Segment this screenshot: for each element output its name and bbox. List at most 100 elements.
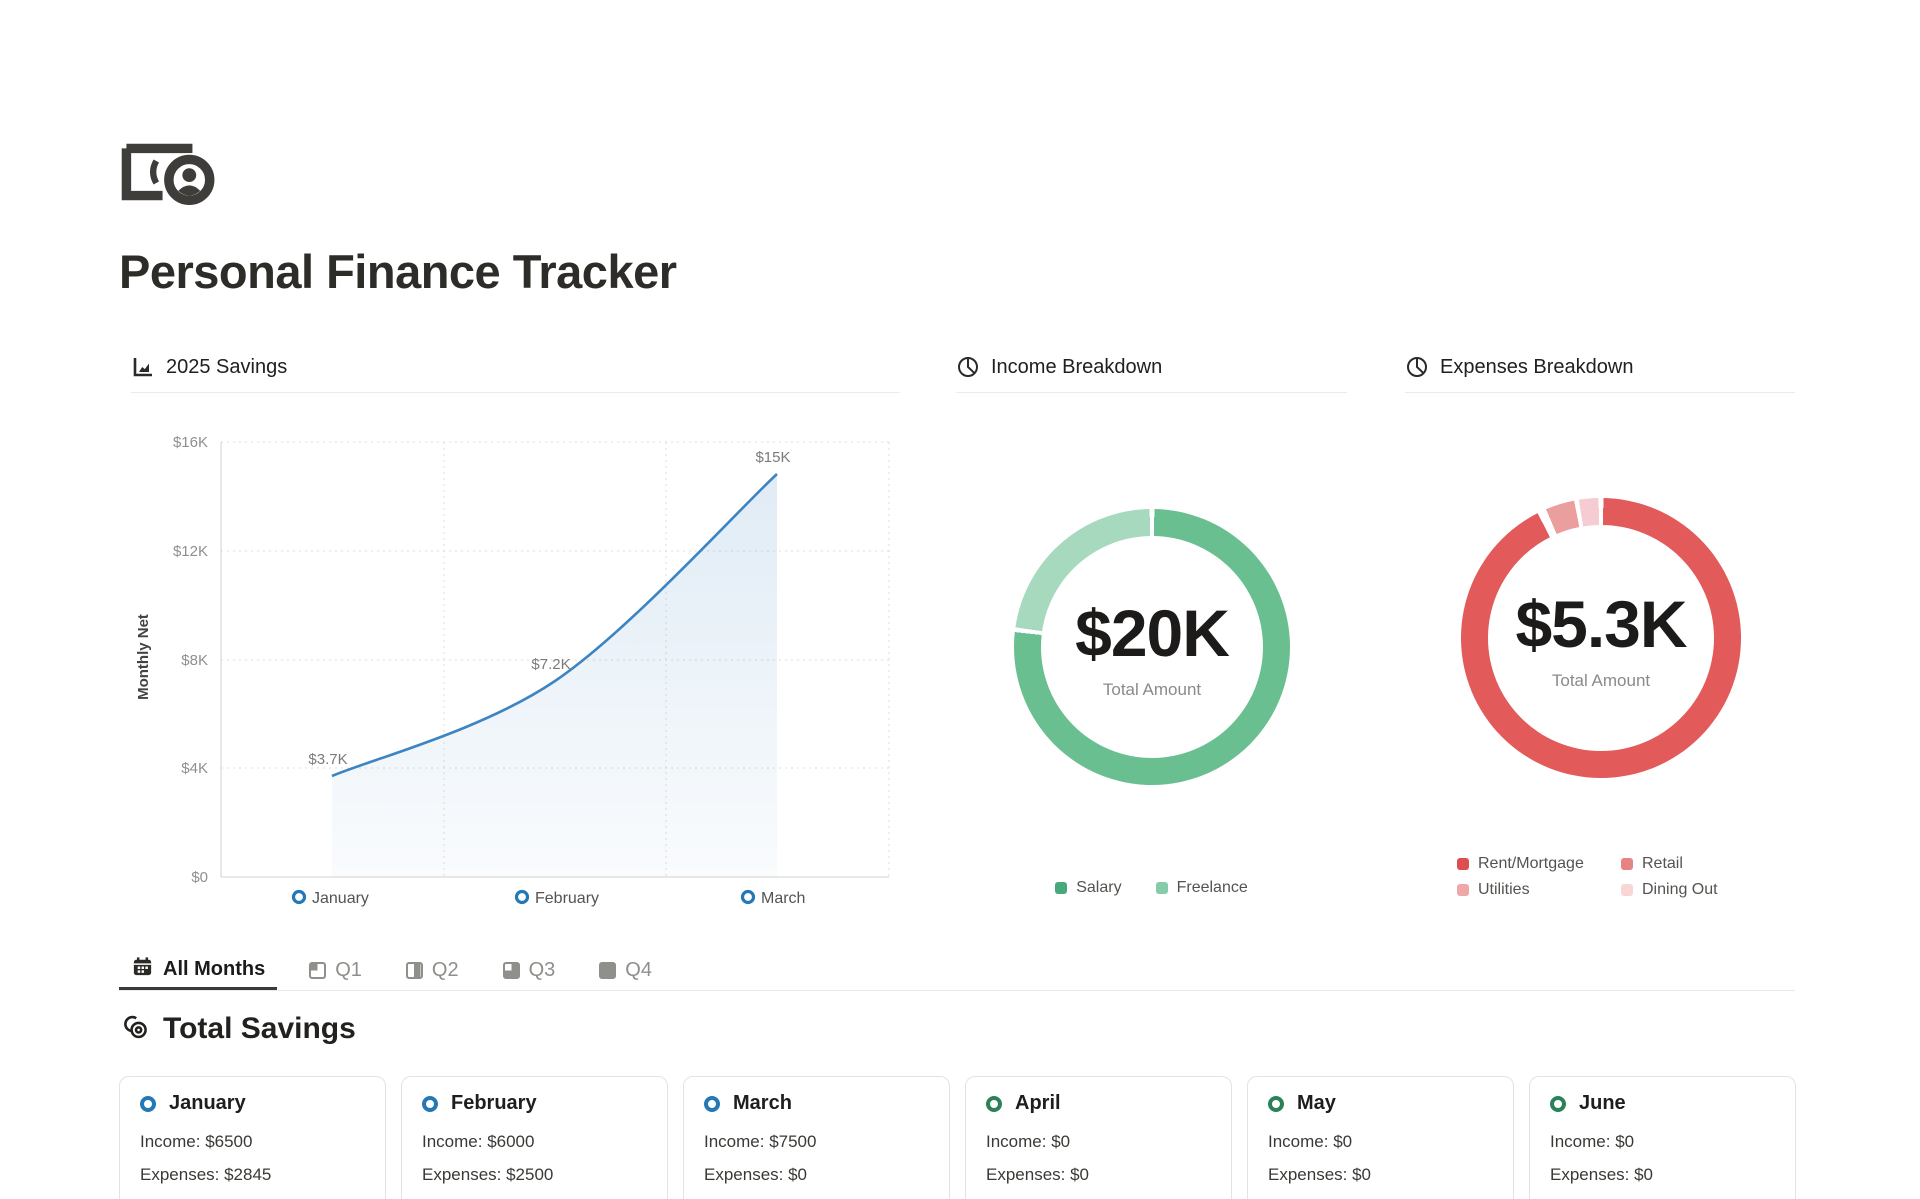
savings-panel: 2025 Savings $16K $12K $8K $4K $0 Monthl…: [131, 355, 900, 955]
section-title: Total Savings: [163, 1012, 356, 1045]
month-dot-icon: [422, 1095, 438, 1112]
month-dot-icon: [986, 1095, 1002, 1112]
card-expenses: Expenses: $2845: [140, 1165, 272, 1184]
legend-item-salary[interactable]: Salary: [1055, 879, 1122, 897]
x-axis-label: February: [535, 890, 599, 907]
point-label: $15K: [755, 449, 790, 466]
card-income: Income: $0: [986, 1132, 1071, 1151]
freelance-swatch-icon: [1155, 882, 1168, 894]
card-header: June: [1550, 1092, 1775, 1115]
y-axis-tick: $8K: [181, 652, 208, 669]
card-expenses: Expenses: $2500: [422, 1165, 554, 1184]
card-expenses: Expenses: $0: [704, 1165, 808, 1184]
month-dot-icon: [1550, 1095, 1566, 1112]
expenses-total-value: $5.3K: [1515, 586, 1687, 661]
point-marker-icon: [514, 889, 530, 905]
calendar-icon: [131, 955, 154, 984]
point-marker-icon: [740, 889, 756, 905]
x-axis-label: March: [761, 890, 805, 907]
panel-title: Expenses Breakdown: [1440, 355, 1634, 378]
card-month: May: [1297, 1092, 1336, 1114]
pie-chart-icon: [1405, 355, 1429, 379]
month-card-april[interactable]: April Income: $0 Expenses: $0 Net: $0: [965, 1076, 1232, 1199]
rent-swatch-icon: [1457, 858, 1469, 870]
month-card-march[interactable]: March Income: $7500 Expenses: $0 Net: $7…: [683, 1076, 950, 1199]
month-cards: January Income: $6500 Expenses: $2845 Ne…: [119, 1076, 1796, 1199]
savings-line-chart: $16K $12K $8K $4K $0 Monthly Net $3.7K $…: [135, 434, 890, 907]
retail-swatch-icon: [1621, 858, 1633, 870]
tab-label: Q1: [335, 959, 362, 981]
income-total-label: Total Amount: [1102, 679, 1202, 699]
legend-label: Retail: [1642, 855, 1683, 872]
tab-label: Q4: [625, 959, 652, 981]
page-title: Personal Finance Tracker: [119, 245, 677, 298]
income-panel-header: Income Breakdown: [956, 355, 1347, 393]
legend-label: Dining Out: [1642, 881, 1718, 898]
month-card-may[interactable]: May Income: $0 Expenses: $0 Net: $0: [1247, 1076, 1514, 1199]
tab-q1[interactable]: Q1: [297, 951, 374, 990]
expenses-legend: Rent/Mortgage Retail Utilities Dining Ou…: [1457, 855, 1718, 899]
point-label: $3.7K: [308, 751, 347, 768]
tab-label: All Months: [163, 957, 266, 980]
area-chart-icon: [131, 355, 155, 379]
card-month: June: [1579, 1092, 1626, 1114]
y-axis-tick: $4K: [181, 760, 208, 777]
card-month: March: [733, 1092, 792, 1114]
card-month: April: [1015, 1092, 1061, 1114]
dining-out-swatch-icon: [1621, 884, 1633, 896]
banknote-coin-icon: [121, 139, 223, 207]
tab-q4[interactable]: Q4: [587, 951, 664, 990]
month-card-february[interactable]: February Income: $6000 Expenses: $2500 N…: [401, 1076, 668, 1199]
card-header: January: [140, 1092, 365, 1115]
area-fill: [332, 474, 777, 877]
tab-q2[interactable]: Q2: [394, 951, 471, 990]
x-axis-label: January: [312, 890, 369, 907]
legend-label: Utilities: [1478, 881, 1530, 898]
income-total-value: $20K: [1075, 595, 1230, 670]
card-income: Income: $7500: [704, 1132, 817, 1151]
card-expenses: Expenses: $0: [1268, 1165, 1372, 1184]
legend-item-rent[interactable]: Rent/Mortgage: [1457, 855, 1621, 873]
income-panel: Income Breakdown $20K Total Amount Salar…: [956, 355, 1347, 955]
quarter-4-icon: [599, 962, 617, 979]
legend-label: Freelance: [1176, 879, 1248, 896]
savings-panel-header: 2025 Savings: [131, 355, 900, 393]
legend-item-retail[interactable]: Retail: [1621, 855, 1718, 873]
card-header: February: [422, 1092, 647, 1115]
expenses-donut-center: $5.3K Total Amount: [1488, 525, 1714, 751]
expenses-donut-chart: $5.3K Total Amount: [1461, 498, 1741, 778]
point-label: $7.2K: [531, 656, 570, 673]
legend-item-dining-out[interactable]: Dining Out: [1621, 881, 1718, 899]
coins-icon: [119, 1013, 150, 1046]
legend-item-utilities[interactable]: Utilities: [1457, 881, 1621, 899]
quarter-3-icon: [502, 962, 520, 979]
expenses-panel: Expenses Breakdown $5.3K Total Amount Re…: [1405, 355, 1795, 955]
expenses-total-label: Total Amount: [1551, 670, 1651, 690]
card-expenses: Expenses: $0: [986, 1165, 1090, 1184]
card-header: April: [986, 1092, 1211, 1115]
card-income: Income: $0: [1268, 1132, 1353, 1151]
legend-label: Rent/Mortgage: [1478, 855, 1584, 872]
quarter-1-icon: [309, 962, 327, 979]
legend-label: Salary: [1076, 879, 1122, 896]
legend-item-freelance[interactable]: Freelance: [1155, 879, 1248, 897]
expenses-panel-header: Expenses Breakdown: [1405, 355, 1795, 393]
tab-all-months[interactable]: All Months: [119, 951, 278, 990]
income-donut-chart: $20K Total Amount: [1014, 509, 1290, 785]
month-card-january[interactable]: January Income: $6500 Expenses: $2845 Ne…: [119, 1076, 386, 1199]
tab-q3[interactable]: Q3: [491, 951, 568, 990]
y-axis-tick: $0: [191, 869, 208, 886]
point-marker-icon: [291, 889, 307, 905]
card-income: Income: $0: [1550, 1132, 1635, 1151]
panel-title: Income Breakdown: [991, 355, 1163, 378]
month-dot-icon: [140, 1095, 156, 1112]
card-header: May: [1268, 1092, 1493, 1115]
y-axis-tick: $16K: [173, 434, 208, 451]
month-card-june[interactable]: June Income: $0 Expenses: $0 Net: $0: [1529, 1076, 1796, 1199]
month-dot-icon: [704, 1095, 720, 1112]
y-axis-title: Monthly Net: [135, 614, 152, 700]
tab-label: Q3: [528, 959, 556, 981]
month-dot-icon: [1268, 1095, 1284, 1112]
card-income: Income: $6500: [140, 1132, 253, 1151]
